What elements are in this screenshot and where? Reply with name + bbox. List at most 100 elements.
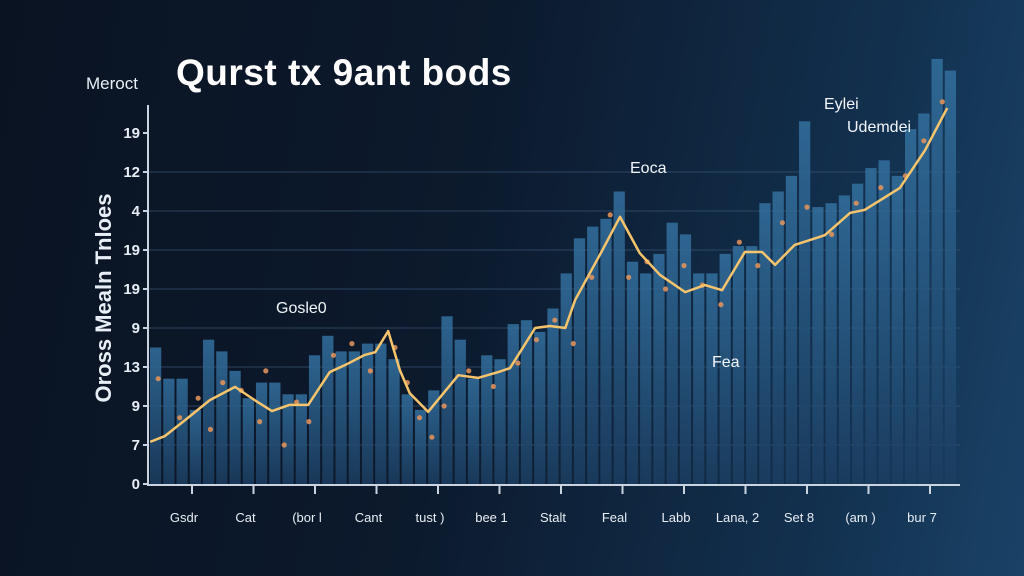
bar: [282, 394, 294, 484]
scatter-point: [552, 317, 558, 323]
scatter-point: [607, 212, 613, 218]
scatter-point: [263, 368, 269, 374]
x-tick-label: bur 7: [907, 510, 937, 525]
scatter-point: [921, 138, 927, 144]
bar: [719, 253, 731, 484]
bar: [918, 113, 930, 484]
scatter-point: [755, 263, 761, 269]
bar: [931, 58, 943, 485]
x-tick-label: (am ): [845, 510, 875, 525]
scatter-point: [306, 419, 312, 425]
bar: [494, 359, 506, 484]
y-tick-label: 9: [132, 398, 140, 415]
chart-title: Qurst tx 9ant bods: [176, 52, 512, 93]
y-tick-label: 19: [123, 125, 140, 142]
annotation-gosle0: Gosle0: [276, 300, 327, 317]
scatter-point: [367, 368, 373, 374]
y-tick-label: 0: [132, 476, 140, 493]
y-axis-label: Oross Mealn Tnloes: [91, 193, 116, 403]
scatter-point: [416, 415, 423, 421]
y-tick-label: 19: [123, 281, 140, 298]
scatter-point: [829, 231, 835, 237]
bar: [693, 273, 705, 484]
y-tick-label: 13: [123, 359, 140, 376]
bar: [825, 203, 837, 484]
bar: [255, 382, 268, 484]
bar: [507, 324, 519, 484]
bar: [547, 308, 559, 484]
y-tick-label: 4: [132, 203, 141, 220]
scatter-point: [330, 352, 337, 358]
bar: [216, 351, 228, 484]
scatter-point: [349, 341, 355, 347]
x-tick-label: Gsdr: [170, 510, 199, 525]
bar: [865, 168, 877, 484]
bar: [401, 394, 413, 484]
scatter-point: [177, 415, 183, 421]
bar-series: [150, 58, 956, 485]
annotation-fea: Fea: [712, 354, 740, 371]
bar: [189, 409, 201, 484]
scatter-point: [570, 341, 576, 347]
bar: [746, 246, 758, 484]
annotation-eylei: Eylei: [824, 96, 859, 113]
bar: [295, 394, 307, 484]
scatter-point: [257, 419, 263, 425]
scatter-point: [878, 185, 884, 191]
bar: [759, 203, 771, 484]
bar: [799, 121, 811, 485]
scatter-point: [293, 399, 300, 405]
bar: [481, 355, 493, 484]
bar: [150, 347, 162, 484]
scatter-point: [779, 220, 786, 226]
bar: [242, 398, 254, 484]
scatter-point: [662, 286, 669, 292]
bar: [269, 382, 281, 484]
bar: [587, 226, 599, 484]
x-tick-label: Set 8: [784, 510, 814, 525]
bar: [640, 273, 652, 484]
scatter-point: [466, 368, 472, 374]
scatter-point: [533, 337, 540, 343]
x-tick-label: Stalt: [540, 510, 566, 525]
scatter-point: [195, 395, 201, 401]
scatter-series: [155, 99, 945, 448]
bar: [414, 409, 427, 484]
bar: [467, 378, 480, 484]
scatter-point: [681, 263, 687, 269]
bar: [520, 320, 533, 484]
bar: [891, 175, 904, 484]
corner-label: Meroct: [86, 74, 138, 93]
annotation-udemdei: Udemdei: [847, 119, 912, 136]
x-tick-label: Lana, 2: [716, 510, 759, 525]
trend-line: [149, 107, 949, 444]
y-tick-label: 12: [123, 164, 140, 181]
scatter-point: [441, 403, 447, 409]
bar: [679, 234, 692, 484]
x-tick-label: Feal: [602, 510, 627, 525]
bar: [176, 378, 188, 484]
x-tick-label: Cat: [235, 510, 256, 525]
scatter-point: [736, 239, 742, 245]
bar: [785, 175, 798, 484]
x-tick-label: (bor l: [292, 510, 322, 525]
scatter-point: [804, 204, 810, 210]
bar: [732, 246, 745, 484]
y-ticks: 0 7 9 13 9 19 19 4 12 19: [123, 125, 148, 493]
scatter-point: [155, 376, 161, 382]
bar: [534, 331, 546, 484]
scatter-point: [626, 274, 632, 280]
bar: [348, 351, 360, 484]
scatter-point: [220, 380, 226, 386]
bar: [905, 129, 917, 484]
scatter-point: [589, 274, 595, 280]
x-ticks: Gsdr Cat (bor l Cant tust ) bee 1 Stalt Feal Lab…: [170, 486, 937, 525]
bar: [706, 273, 718, 484]
bar: [852, 183, 864, 484]
x-tick-label: Labb: [662, 510, 691, 525]
bar: [878, 160, 890, 485]
bar: [322, 335, 334, 484]
scatter-point: [429, 434, 435, 440]
x-tick-label: Cant: [355, 510, 383, 525]
